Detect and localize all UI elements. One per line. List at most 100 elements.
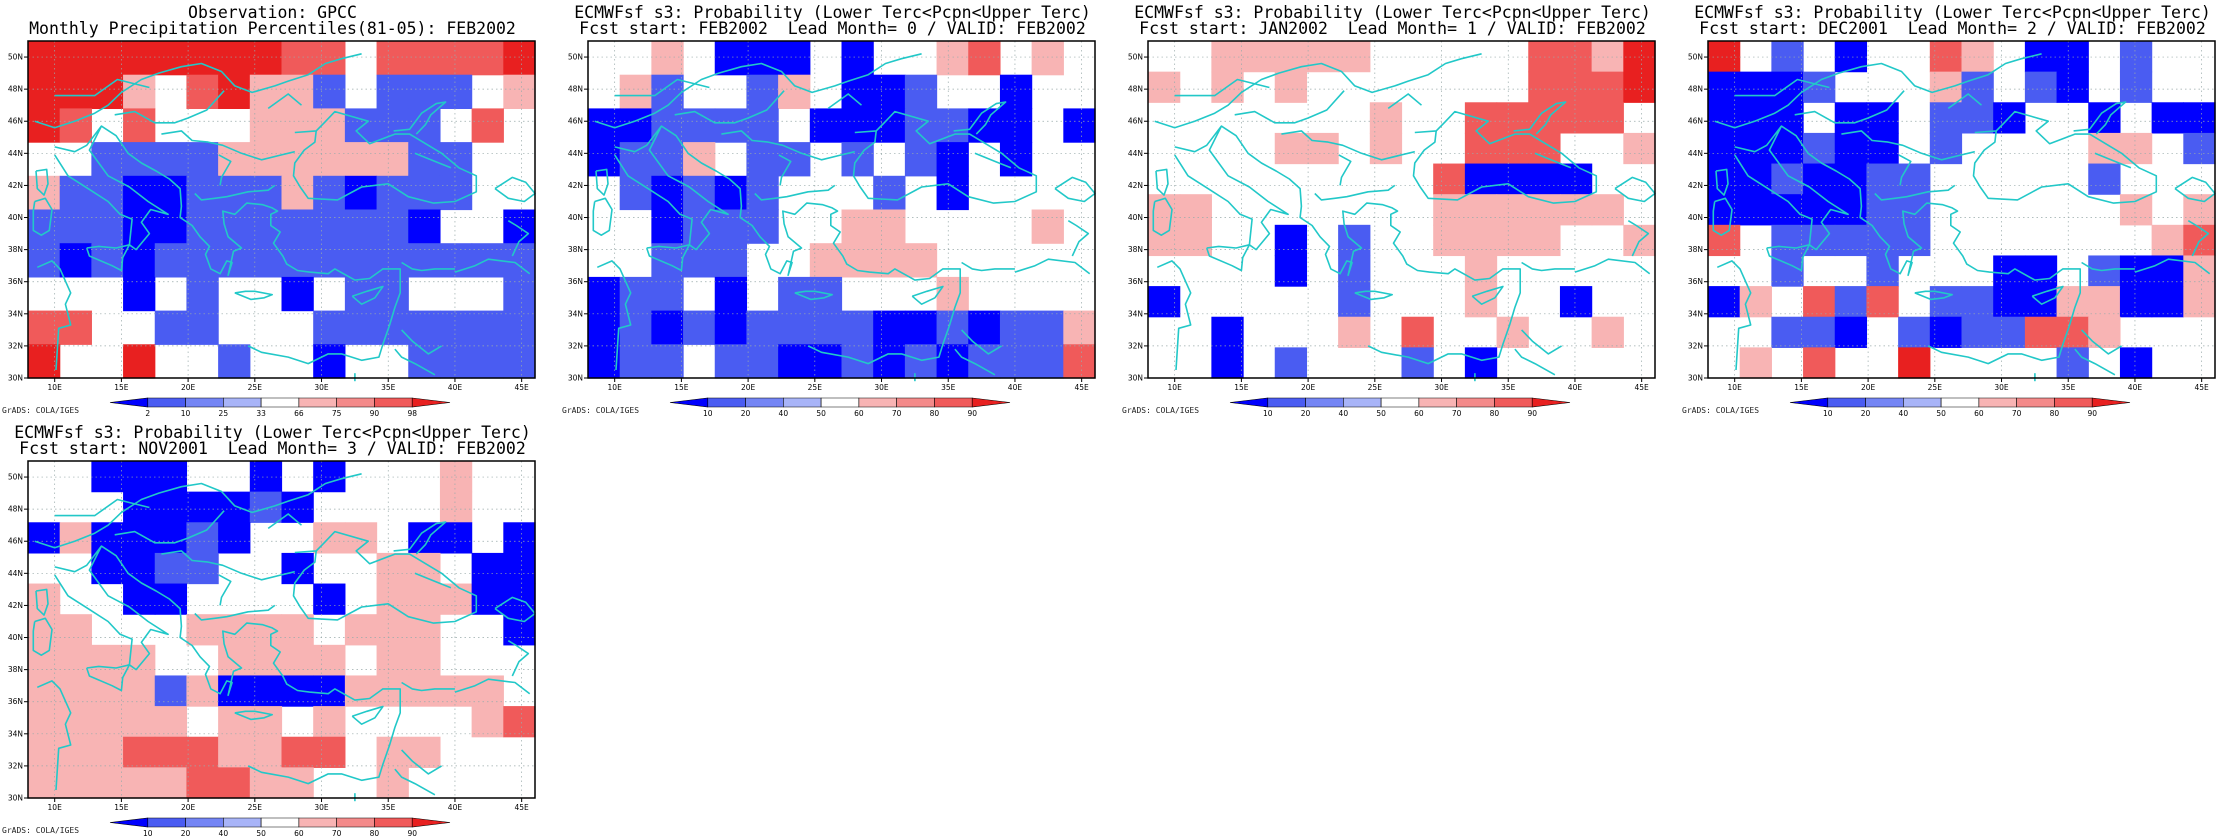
grid-cell — [123, 461, 156, 493]
grid-cell — [1274, 71, 1308, 103]
grid-cell — [59, 522, 92, 554]
colorbar-segment — [934, 397, 973, 408]
grid-cell — [91, 706, 124, 738]
colorbar-segment — [1494, 397, 1533, 408]
grid-cell — [408, 644, 441, 677]
lat-tick-label: 44N — [1688, 149, 1703, 158]
coastline-path — [974, 152, 1012, 169]
grid-cell — [376, 108, 409, 143]
grid-cell — [313, 644, 346, 677]
precip-map: 10E 15E 20E 25E 30E 35E 40E 45E 50N 48N 46N 44N 42N 4… — [8, 40, 536, 418]
grid-cell — [123, 736, 156, 768]
grid-cell — [1559, 102, 1593, 134]
grid-cell — [619, 310, 652, 345]
lat-tick-label: 38N — [568, 245, 583, 254]
colorbar-segment — [260, 397, 300, 408]
grid-cell — [154, 209, 188, 244]
coastline-path — [2081, 261, 2135, 272]
grid-cell — [59, 74, 92, 109]
coastline-path — [32, 617, 53, 656]
colorbar-label: 50 — [1376, 409, 1386, 418]
grid-cell — [408, 41, 441, 76]
grid-cell — [408, 243, 441, 278]
colorbar-segment — [669, 397, 709, 408]
grid-cell — [873, 310, 906, 345]
grid-cell — [154, 310, 188, 345]
grid-cell — [313, 706, 346, 738]
grid-cell — [1369, 102, 1403, 134]
coastline-path — [401, 261, 455, 272]
colorbar-segment — [1789, 397, 1829, 408]
lon-tick-label: 45E — [1635, 383, 1650, 392]
coastline-path — [218, 154, 232, 186]
coastline-path — [2073, 101, 2127, 135]
coastline-path — [35, 588, 49, 616]
grid-cell — [1464, 224, 1498, 257]
coastline-path — [1521, 261, 1575, 272]
lat-tick-label: 30N — [1688, 374, 1703, 383]
grid-cell — [1464, 102, 1498, 134]
grads-credit: GrADS: COLA/IGES — [2, 826, 80, 835]
grid-cell — [376, 243, 409, 278]
coastline-path — [1514, 348, 1556, 376]
grid-cell — [91, 243, 124, 278]
colorbar-label: 50 — [256, 829, 266, 838]
grid-cell — [999, 310, 1033, 345]
lon-tick-label: 25E — [808, 383, 823, 392]
grid-cell — [1803, 316, 1836, 348]
map-frame-border — [587, 40, 1096, 379]
coastline-path — [85, 244, 131, 272]
grid-cell — [1898, 194, 1931, 226]
grid-cell — [439, 491, 473, 523]
colorbar-label: 40 — [1339, 409, 1349, 418]
grid-cell — [313, 461, 346, 493]
grid-cell — [936, 41, 969, 76]
grid-cell — [28, 108, 61, 143]
grid-cell — [28, 583, 61, 615]
coastline-path — [1155, 168, 1169, 196]
grid-cell — [154, 767, 188, 799]
colorbar-label: 10 — [1263, 409, 1273, 418]
grid-cell — [1961, 102, 1994, 134]
lon-tick-label: 40E — [1008, 383, 1023, 392]
grid-cell — [1433, 163, 1466, 195]
lat-tick-label: 42N — [8, 181, 23, 190]
grid-cell — [249, 41, 283, 76]
grid-cell — [408, 583, 441, 615]
colorbar-segment — [411, 817, 451, 828]
coastline-path — [267, 513, 303, 530]
coastline-path — [85, 664, 131, 692]
coastline-path — [1734, 78, 1830, 97]
coastline-path — [1898, 154, 1912, 186]
grid-cell — [471, 41, 504, 76]
lat-tick-label: 34N — [8, 729, 23, 738]
lat-tick-label: 44N — [1128, 149, 1143, 158]
colorbar-label: 90 — [2087, 409, 2097, 418]
coastline-path — [1338, 154, 1352, 186]
colorbar-label: 60 — [1974, 409, 1984, 418]
colorbar-label: 50 — [816, 409, 826, 418]
grid-cell — [376, 209, 409, 244]
colorbar-segment — [1229, 397, 1269, 408]
coastline-path — [953, 101, 1007, 135]
grid-cell — [1496, 102, 1529, 134]
grid-cell — [1739, 347, 1772, 379]
grid-cell — [123, 276, 156, 312]
lon-tick-label: 40E — [1568, 383, 1583, 392]
grid-cell — [1803, 163, 1836, 195]
lon-tick-label: 30E — [314, 383, 329, 392]
grid-cell — [1834, 224, 1868, 257]
lat-tick-label: 44N — [568, 149, 583, 158]
coastline-path — [1156, 260, 1192, 371]
coastline-path — [54, 545, 169, 671]
colorbar-segment — [707, 397, 746, 408]
grid-cell — [1961, 71, 1994, 103]
panel-title-line1: ECMWFsf s3: Probability (Lower Terc<Pcpn… — [1694, 3, 2211, 22]
grid-cell — [154, 461, 188, 493]
grid-cell — [1834, 286, 1868, 318]
grid-cell — [1623, 132, 1656, 165]
grid-cell — [1898, 347, 1931, 379]
grid-cell — [503, 74, 536, 109]
lat-tick-label: 32N — [1128, 341, 1143, 350]
coastline-path — [1471, 285, 1504, 305]
